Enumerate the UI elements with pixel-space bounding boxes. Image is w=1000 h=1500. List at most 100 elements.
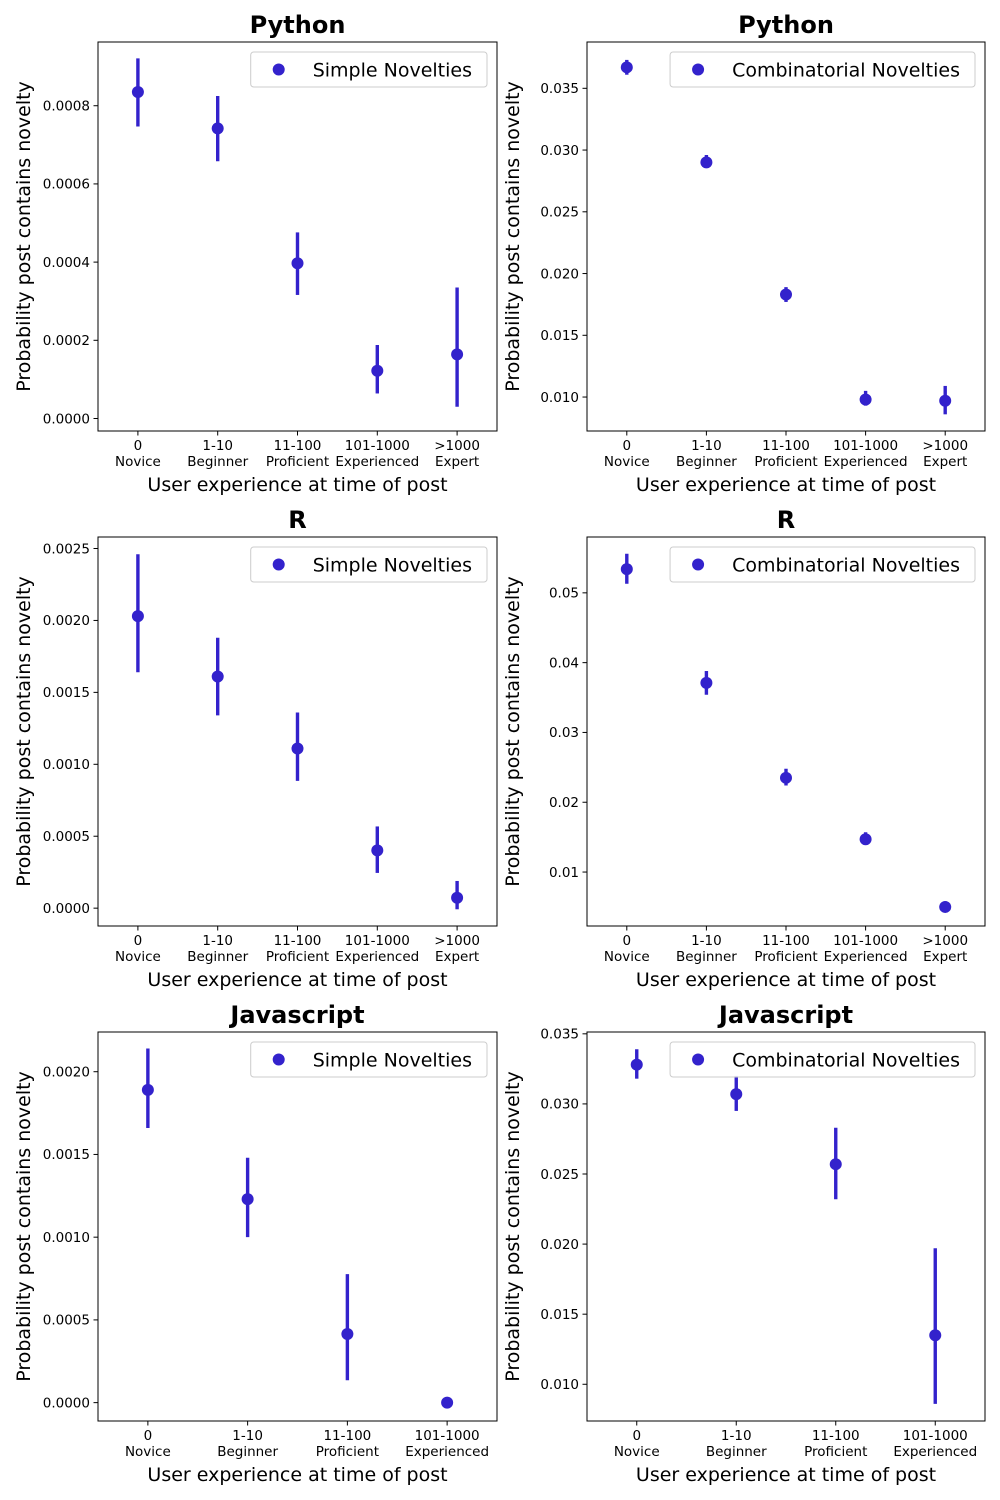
y-tick-label: 0.015 xyxy=(540,328,579,344)
chart-title: Javascript xyxy=(228,1001,364,1029)
data-point xyxy=(630,1058,643,1071)
y-tick-label: 0.0005 xyxy=(43,829,90,845)
x-axis-label: User experience at time of post xyxy=(636,969,936,991)
x-tick-label: 0 Novice xyxy=(115,933,161,965)
y-tick-label: 0.030 xyxy=(540,143,579,159)
y-tick-label: 0.0010 xyxy=(43,757,90,773)
legend-box xyxy=(250,51,488,88)
y-tick-label: 0.02 xyxy=(549,795,579,811)
data-point xyxy=(939,394,952,407)
legend-marker xyxy=(692,558,705,571)
y-tick-label: 0.0010 xyxy=(43,1230,90,1246)
x-tick-label: 0 Novice xyxy=(115,438,161,470)
x-axis-label: User experience at time of post xyxy=(147,969,447,991)
data-point xyxy=(929,1329,942,1342)
x-tick-label: 0 Novice xyxy=(125,1428,171,1460)
data-point xyxy=(211,670,224,683)
y-axis-label: Probability post contains novelty xyxy=(13,81,35,392)
axes-frame xyxy=(97,536,498,927)
data-point xyxy=(700,676,713,689)
x-tick-label: 11-100 Proficient xyxy=(266,438,329,470)
x-tick-label: 101-1000 Experienced xyxy=(335,933,419,965)
y-axis-label: Probability post contains novelty xyxy=(502,1071,524,1382)
y-tick-label: 0.0005 xyxy=(43,1313,90,1329)
y-tick-label: 0.015 xyxy=(540,1307,579,1323)
data-point xyxy=(780,288,792,301)
data-point xyxy=(829,1158,842,1171)
legend: Combinatorial Novelties xyxy=(669,51,976,88)
y-tick-label: 0.030 xyxy=(540,1097,579,1113)
legend-label: Combinatorial Novelties xyxy=(732,555,960,577)
legend-label: Combinatorial Novelties xyxy=(732,1050,960,1072)
legend-marker xyxy=(272,558,285,571)
data-point xyxy=(939,900,952,913)
y-tick-label: 0.01 xyxy=(549,865,579,881)
legend-box xyxy=(250,1041,488,1078)
x-tick-label: >1000 Expert xyxy=(922,438,968,470)
y-tick-label: 0.0025 xyxy=(43,541,90,557)
x-tick-label: 101-1000 Experienced xyxy=(335,438,419,470)
y-tick-label: 0.0020 xyxy=(43,1065,90,1081)
x-tick-label: 1-10 Beginner xyxy=(676,933,737,965)
y-tick-label: 0.0000 xyxy=(43,1395,90,1411)
axes-frame xyxy=(586,41,986,432)
y-tick-label: 0.020 xyxy=(540,1237,579,1253)
y-tick-label: 0.0006 xyxy=(43,177,90,193)
legend-box xyxy=(669,51,976,88)
x-tick-label: 1-10 Beginner xyxy=(187,933,248,965)
chart-title: Javascript xyxy=(717,1001,853,1029)
y-tick-label: 0.03 xyxy=(549,725,579,741)
legend-label: Simple Novelties xyxy=(313,1050,472,1072)
data-point xyxy=(859,393,872,406)
y-tick-label: 0.0002 xyxy=(43,333,90,349)
data-point xyxy=(700,156,713,169)
legend-marker xyxy=(692,1053,705,1066)
chart-panel-3: R 0.0000 0.0005 0.0010 0.0015 0.0020 0.0025 0 No… xyxy=(13,506,498,991)
data-point xyxy=(211,122,224,135)
y-tick-label: 0.0000 xyxy=(43,901,90,917)
x-tick-label: 1-10 Beginner xyxy=(187,438,248,470)
chart-title: Python xyxy=(250,11,346,39)
x-axis-label: User experience at time of post xyxy=(147,1464,447,1486)
legend: Simple Novelties xyxy=(250,51,488,88)
chart-title: R xyxy=(288,506,306,534)
y-tick-label: 0.010 xyxy=(540,390,579,406)
chart-title: Python xyxy=(738,11,834,39)
y-tick-label: 0.010 xyxy=(540,1377,579,1393)
x-tick-label: >1000 Expert xyxy=(922,933,968,965)
x-tick-label: 101-1000 Experienced xyxy=(824,438,908,470)
chart-panel-1: Python 0.0000 0.0002 0.0004 0.0006 0.0008 0 Nov… xyxy=(13,11,498,496)
chart-panel-5: Javascript 0.0000 0.0005 0.0010 0.0015 0.0020… xyxy=(13,1001,498,1486)
data-point xyxy=(859,833,872,846)
x-tick-label: 101-1000 Experienced xyxy=(893,1428,977,1460)
x-tick-label: 0 Novice xyxy=(614,1428,660,1460)
data-point xyxy=(131,86,144,99)
axes-frame xyxy=(97,41,498,432)
legend: Combinatorial Novelties xyxy=(669,1041,976,1078)
x-tick-label: 101-1000 Experienced xyxy=(824,933,908,965)
chart-title: R xyxy=(777,506,795,534)
legend-label: Simple Novelties xyxy=(313,555,472,577)
y-axis-label: Probability post contains novelty xyxy=(502,81,524,392)
axes-frame xyxy=(97,1031,498,1422)
legend: Simple Novelties xyxy=(250,546,488,583)
data-point xyxy=(371,844,384,857)
y-tick-label: 0.035 xyxy=(540,1027,579,1043)
x-tick-label: 11-100 Proficient xyxy=(754,933,817,965)
legend-marker xyxy=(692,63,705,76)
data-point xyxy=(131,610,144,623)
x-tick-label: 11-100 Proficient xyxy=(316,1428,379,1460)
x-tick-label: 11-100 Proficient xyxy=(754,438,817,470)
legend-marker xyxy=(272,1053,285,1066)
chart-panel-2: Python 0.010 0.015 0.020 0.025 0.030 0.035 0 Nov… xyxy=(502,11,986,496)
data-point xyxy=(730,1088,743,1101)
chart-panel-4: R 0.01 0.02 0.03 0.04 0.05 0 Novice 1-10 Beginner… xyxy=(502,506,986,991)
data-point xyxy=(241,1193,254,1206)
data-point xyxy=(141,1083,154,1096)
axes-frame xyxy=(586,536,986,927)
data-point xyxy=(441,1396,454,1409)
y-tick-label: 0.0004 xyxy=(43,255,90,271)
data-point xyxy=(620,563,633,576)
legend-box xyxy=(669,1041,976,1078)
